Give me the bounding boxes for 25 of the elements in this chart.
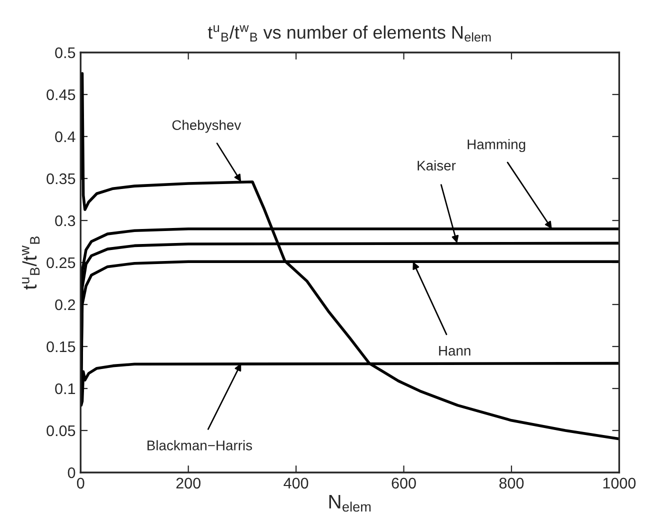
y-tick-label: 0 [68, 467, 76, 478]
annotation: Chebyshev [172, 120, 242, 133]
annotation: Kaiser [418, 160, 456, 171]
x-axis-title: N$_{elem}$ [329, 495, 371, 512]
x-tick-label: 600 [392, 478, 416, 489]
annotation: Hamming [468, 139, 526, 152]
y-tick-label: 0.35 [46, 173, 76, 184]
x-tick-label: 200 [176, 478, 200, 489]
y-tick-label: 0.45 [46, 89, 76, 100]
annotation: Hann [439, 346, 470, 356]
y-tick-label: 0.05 [46, 425, 76, 436]
annotation: Blackman−Harris [148, 440, 252, 450]
y-tick-label: 0.2 [55, 299, 75, 310]
x-tick-label: 1000 [603, 478, 636, 489]
y-tick-label: 0.1 [55, 383, 76, 394]
y-tick-label: 0.15 [46, 341, 76, 352]
chart-title: t$^{u}$$_{B}$/t$^{w}$$_{B}$ vs number of elements N$_{elem}$ [208, 25, 491, 42]
y-tick-label: 0.5 [55, 47, 76, 58]
y-tick-label: 0.3 [55, 215, 76, 226]
x-tick-label: 800 [499, 478, 524, 489]
y-axis-title: t$^{u}$$_{B}$/t$^{w}$$_{B}$ [22, 236, 40, 290]
x-tick-label: 0 [76, 478, 84, 489]
y-tick-label: 0.4 [55, 131, 76, 142]
y-tick-label: 0.25 [46, 257, 76, 268]
x-tick-label: 400 [284, 478, 308, 489]
